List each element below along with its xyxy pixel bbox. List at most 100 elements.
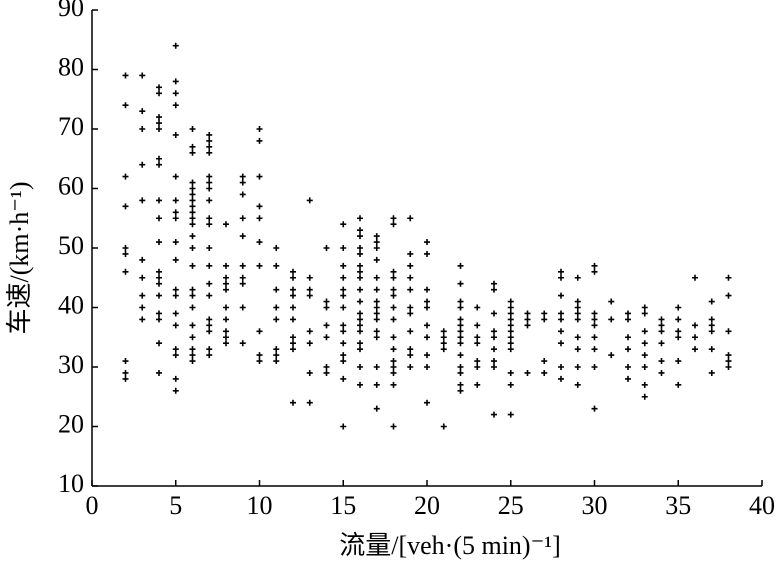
point — [206, 215, 213, 222]
point — [239, 304, 246, 311]
point — [239, 233, 246, 240]
point — [256, 239, 263, 246]
point — [574, 274, 581, 281]
point — [708, 346, 715, 353]
point — [206, 280, 213, 287]
point — [206, 173, 213, 180]
y-tick-label: 20 — [58, 409, 84, 438]
point — [457, 340, 464, 347]
point — [156, 161, 162, 168]
point — [189, 245, 196, 251]
point — [122, 268, 129, 275]
point — [357, 364, 363, 370]
point — [373, 245, 380, 251]
point — [708, 328, 715, 335]
point — [206, 346, 213, 353]
point — [206, 221, 213, 228]
point — [658, 340, 665, 347]
point — [641, 310, 648, 317]
point — [407, 346, 414, 353]
point — [457, 322, 464, 329]
point — [273, 304, 280, 311]
point — [172, 346, 179, 353]
point — [206, 143, 213, 150]
point — [189, 358, 196, 365]
point — [206, 245, 213, 251]
point — [457, 328, 464, 335]
point — [139, 256, 146, 263]
point — [708, 316, 715, 323]
point — [323, 322, 330, 329]
point — [373, 239, 380, 246]
point — [306, 328, 313, 335]
point — [373, 328, 380, 335]
point — [172, 387, 179, 394]
point — [457, 364, 464, 370]
point — [122, 358, 129, 365]
point — [340, 340, 347, 347]
point — [574, 298, 581, 305]
point — [625, 310, 631, 317]
point — [373, 405, 380, 412]
point — [122, 369, 129, 376]
point — [323, 245, 330, 251]
point — [290, 340, 296, 347]
point — [541, 358, 548, 365]
point — [491, 346, 497, 353]
point — [340, 322, 347, 329]
point — [340, 358, 347, 365]
point — [172, 215, 179, 222]
point — [122, 250, 129, 257]
point — [290, 292, 296, 299]
point — [524, 310, 531, 317]
point — [156, 197, 162, 204]
point — [290, 274, 296, 281]
x-tick-label: 10 — [247, 491, 273, 520]
x-tick-label: 20 — [414, 491, 440, 520]
point — [223, 334, 229, 341]
point — [172, 322, 179, 329]
point — [172, 78, 179, 85]
point — [373, 274, 380, 281]
point — [390, 274, 397, 281]
point — [189, 197, 196, 204]
point — [357, 310, 363, 317]
point — [290, 399, 296, 406]
y-tick-label: 70 — [58, 112, 84, 141]
point — [491, 358, 497, 365]
point — [340, 262, 347, 269]
point — [139, 108, 146, 115]
point — [725, 358, 732, 365]
point — [692, 346, 698, 353]
point — [474, 334, 481, 341]
point — [574, 364, 581, 370]
y-tick-label: 60 — [58, 171, 84, 200]
point — [239, 179, 246, 186]
point — [507, 298, 514, 305]
point — [641, 352, 648, 359]
point — [290, 268, 296, 275]
point — [189, 179, 196, 186]
point — [641, 328, 648, 335]
point — [524, 322, 531, 329]
point — [172, 209, 179, 216]
point — [491, 310, 497, 317]
point — [206, 197, 213, 204]
point — [189, 346, 196, 353]
point — [675, 381, 682, 388]
point — [156, 316, 162, 323]
point — [390, 215, 397, 222]
point — [658, 358, 665, 365]
point — [172, 131, 179, 138]
point — [139, 161, 146, 168]
point — [223, 304, 229, 311]
point — [156, 292, 162, 299]
point — [239, 280, 246, 287]
point — [407, 352, 414, 359]
point — [206, 137, 213, 144]
point — [139, 274, 146, 281]
point — [591, 268, 598, 275]
point — [507, 334, 514, 341]
point — [558, 340, 564, 347]
